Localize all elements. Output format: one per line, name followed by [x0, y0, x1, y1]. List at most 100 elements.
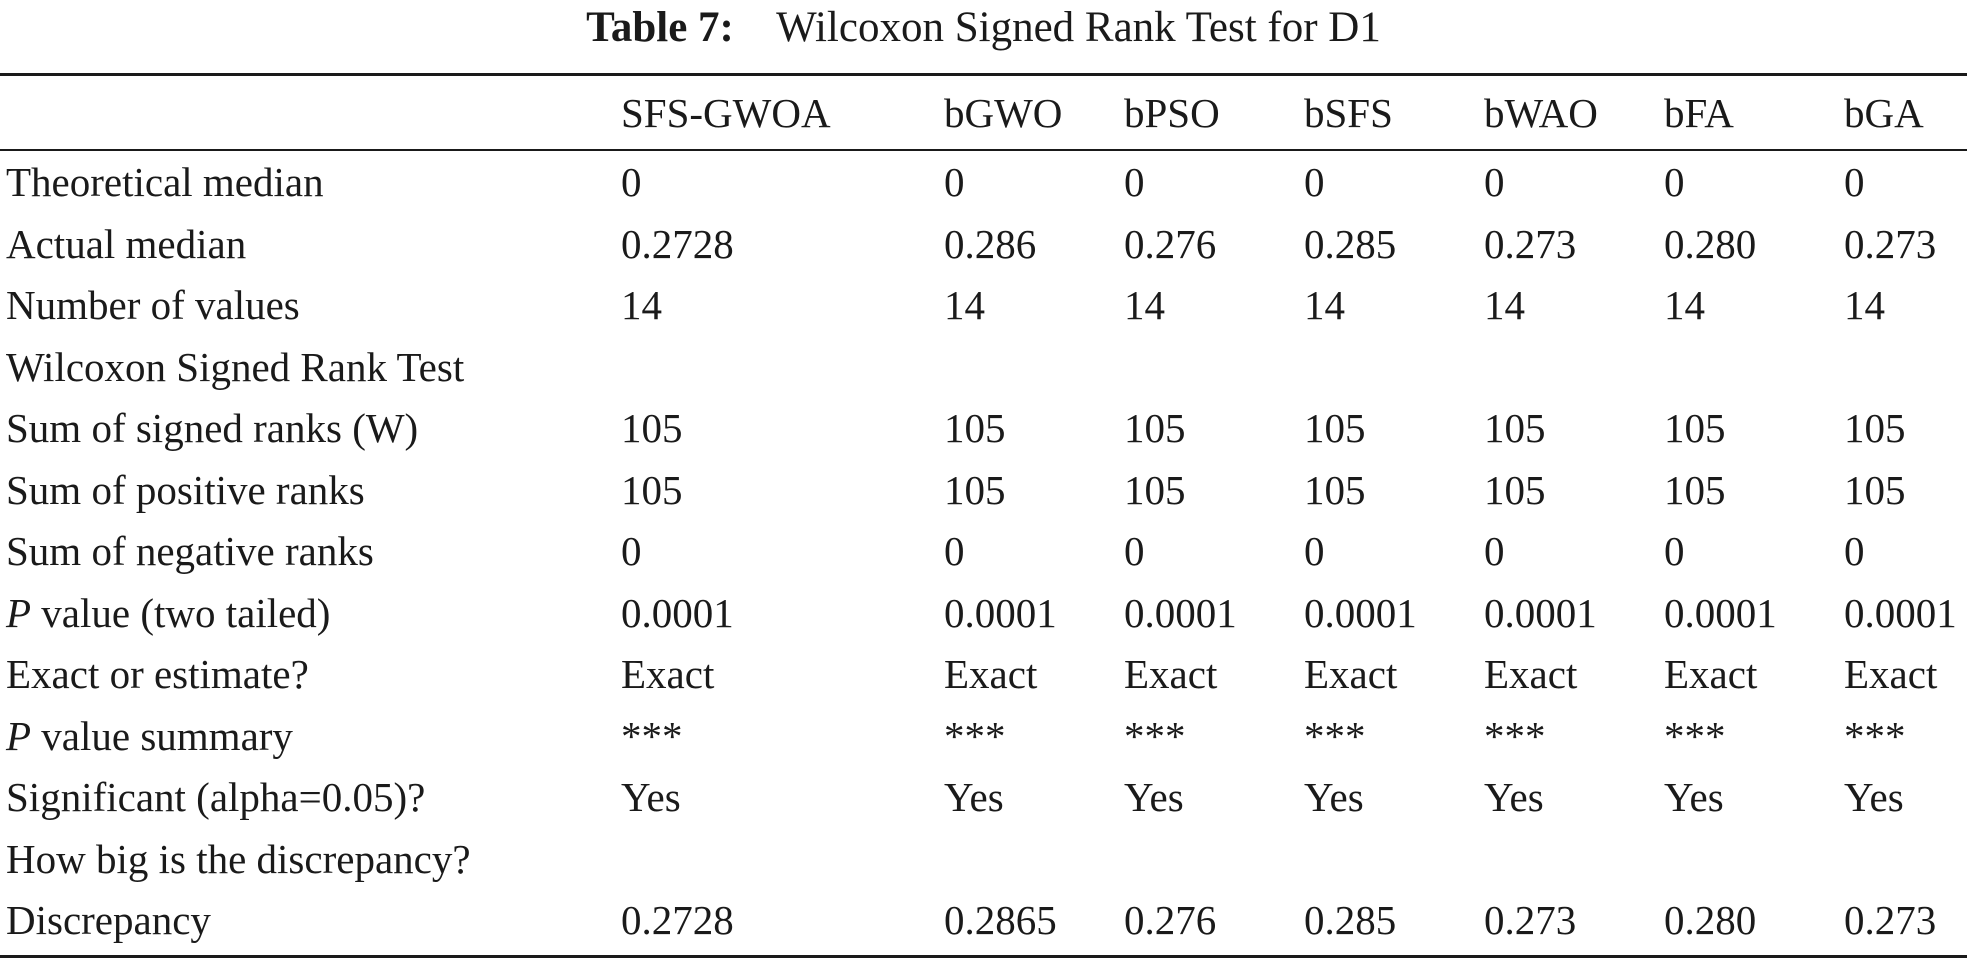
column-header: bSFS: [1304, 90, 1393, 136]
row-label: P value (two tailed): [0, 583, 615, 645]
table-cell: 0: [1664, 159, 1685, 205]
row-label-text: Discrepancy: [6, 897, 211, 943]
table-caption: Table 7: Wilcoxon Signed Rank Test for D…: [0, 0, 1967, 62]
table-row: Number of values 14 14 14 14 14 14 14: [0, 275, 1967, 337]
table-cell: Yes: [621, 774, 681, 820]
header-spacer: [0, 144, 1967, 152]
caption-label: Table 7:: [586, 4, 734, 51]
table-cell: 0: [1664, 528, 1685, 574]
table-cell: Exact: [1124, 651, 1218, 697]
row-label: Sum of positive ranks: [0, 460, 615, 522]
table-cell: 0: [1484, 528, 1505, 574]
table-cell: 0: [1124, 159, 1145, 205]
table-cell: Yes: [1664, 774, 1724, 820]
table-cell: 14: [1844, 282, 1885, 328]
row-label-text: How big is the discrepancy?: [6, 835, 471, 882]
table-cell: 0.2728: [621, 220, 734, 267]
row-label-text: value summary: [31, 712, 293, 759]
table-row: P value (two tailed) 0.0001 0.0001 0.0001 0.…: [0, 583, 1967, 645]
table-cell: Yes: [1124, 774, 1184, 820]
table-cell: 0.0001: [1484, 589, 1597, 636]
table-cell: Yes: [1304, 774, 1364, 820]
row-label-text: Number of values: [6, 282, 300, 328]
column-header: bWAO: [1484, 90, 1598, 136]
table-cell: 14: [1484, 282, 1525, 328]
table-cell: 105: [621, 405, 683, 451]
table-row: Sum of negative ranks 0 0 0 0 0 0 0: [0, 521, 1967, 583]
row-label-text: value (two tailed): [31, 589, 331, 636]
table-cell: Yes: [944, 774, 1004, 820]
table-cell: ***: [1664, 712, 1726, 759]
table-cell: 105: [944, 405, 1006, 451]
table-cell: 0: [1844, 528, 1865, 574]
wilcoxon-table: SFS-GWOA bGWO bPSO bSFS bWAO bFA bGA The…: [0, 83, 1967, 952]
column-header: bGA: [1844, 90, 1924, 136]
column-header: bFA: [1664, 90, 1734, 136]
row-label: Significant (alpha=0.05)?: [0, 767, 615, 829]
row-label-text: Exact or estimate?: [6, 651, 309, 697]
row-label: Theoretical median: [0, 152, 615, 214]
bottom-rule: [0, 955, 1967, 958]
column-header: bGWO: [944, 90, 1063, 136]
header-rule: [0, 149, 1967, 151]
row-label-text: Sum of positive ranks: [6, 466, 365, 513]
table-cell: 105: [1844, 405, 1906, 451]
column-header: bPSO: [1124, 90, 1220, 136]
row-label-text: Actual median: [6, 220, 247, 267]
table-cell: 0.280: [1664, 897, 1757, 943]
table-cell: 105: [1304, 405, 1366, 451]
table-cell: 105: [1484, 405, 1546, 451]
caption-text: Wilcoxon Signed Rank Test for D1: [776, 4, 1381, 51]
row-label-italic-prefix: P: [6, 589, 32, 636]
table-cell: 0.285: [1304, 220, 1397, 267]
column-header: SFS-GWOA: [621, 90, 831, 136]
table-cell: 105: [1484, 466, 1546, 513]
row-label: P value summary: [0, 706, 615, 768]
table-cell: ***: [1844, 712, 1906, 759]
table-row: Significant (alpha=0.05)? Yes Yes Yes Yes Yes…: [0, 767, 1967, 829]
table-cell: 0.0001: [1844, 589, 1957, 636]
row-label-text: Sum of negative ranks: [6, 528, 374, 574]
table-cell: 0.0001: [1304, 589, 1417, 636]
table-row: P value summary *** *** *** *** *** *** ***: [0, 706, 1967, 768]
table-cell: 0: [1304, 159, 1325, 205]
table-cell: 14: [1304, 282, 1345, 328]
table-row: Wilcoxon Signed Rank Test: [0, 337, 1967, 399]
table-cell: 0.280: [1664, 220, 1757, 267]
caption-spacer: [745, 4, 767, 51]
table-cell: 0.0001: [621, 589, 734, 636]
table-row: Sum of positive ranks 105 105 105 105 105 105 1…: [0, 460, 1967, 522]
table-cell: 0.2865: [944, 897, 1057, 943]
row-label: Actual median: [0, 214, 615, 276]
table-cell: ***: [1304, 712, 1366, 759]
table-cell: Exact: [1304, 651, 1398, 697]
table-cell: 0.286: [944, 220, 1037, 267]
table-row: Theoretical median 0 0 0 0 0 0 0: [0, 152, 1967, 214]
row-label: Discrepancy: [0, 890, 615, 952]
table-cell: 0.273: [1484, 897, 1577, 943]
row-label: Exact or estimate?: [0, 644, 615, 706]
table-cell: 0: [1124, 528, 1145, 574]
table-cell: ***: [1484, 712, 1546, 759]
table-cell: 105: [1124, 405, 1186, 451]
table-cell: 0.0001: [1664, 589, 1777, 636]
table-cell: 105: [1304, 466, 1366, 513]
table-row: Exact or estimate? Exact Exact Exact Exact Ex…: [0, 644, 1967, 706]
table-cell: 0.276: [1124, 897, 1217, 943]
table-cell: ***: [1124, 712, 1186, 759]
table-cell: Yes: [1484, 774, 1544, 820]
table-cell: 0: [944, 528, 965, 574]
table-cell: Exact: [621, 651, 715, 697]
table-cell: 0.0001: [1124, 589, 1237, 636]
row-label: Wilcoxon Signed Rank Test: [0, 337, 1967, 399]
table-cell: 0.285: [1304, 897, 1397, 943]
table-cell: 14: [1124, 282, 1165, 328]
table-row: How big is the discrepancy?: [0, 829, 1967, 891]
row-label: How big is the discrepancy?: [0, 829, 1967, 891]
table-cell: 105: [1664, 405, 1726, 451]
row-label-italic-prefix: P: [6, 712, 32, 759]
row-label-text: Theoretical median: [6, 159, 324, 205]
table-cell: 0: [621, 528, 642, 574]
table-cell: 105: [1124, 466, 1186, 513]
table-cell: 0: [1484, 159, 1505, 205]
